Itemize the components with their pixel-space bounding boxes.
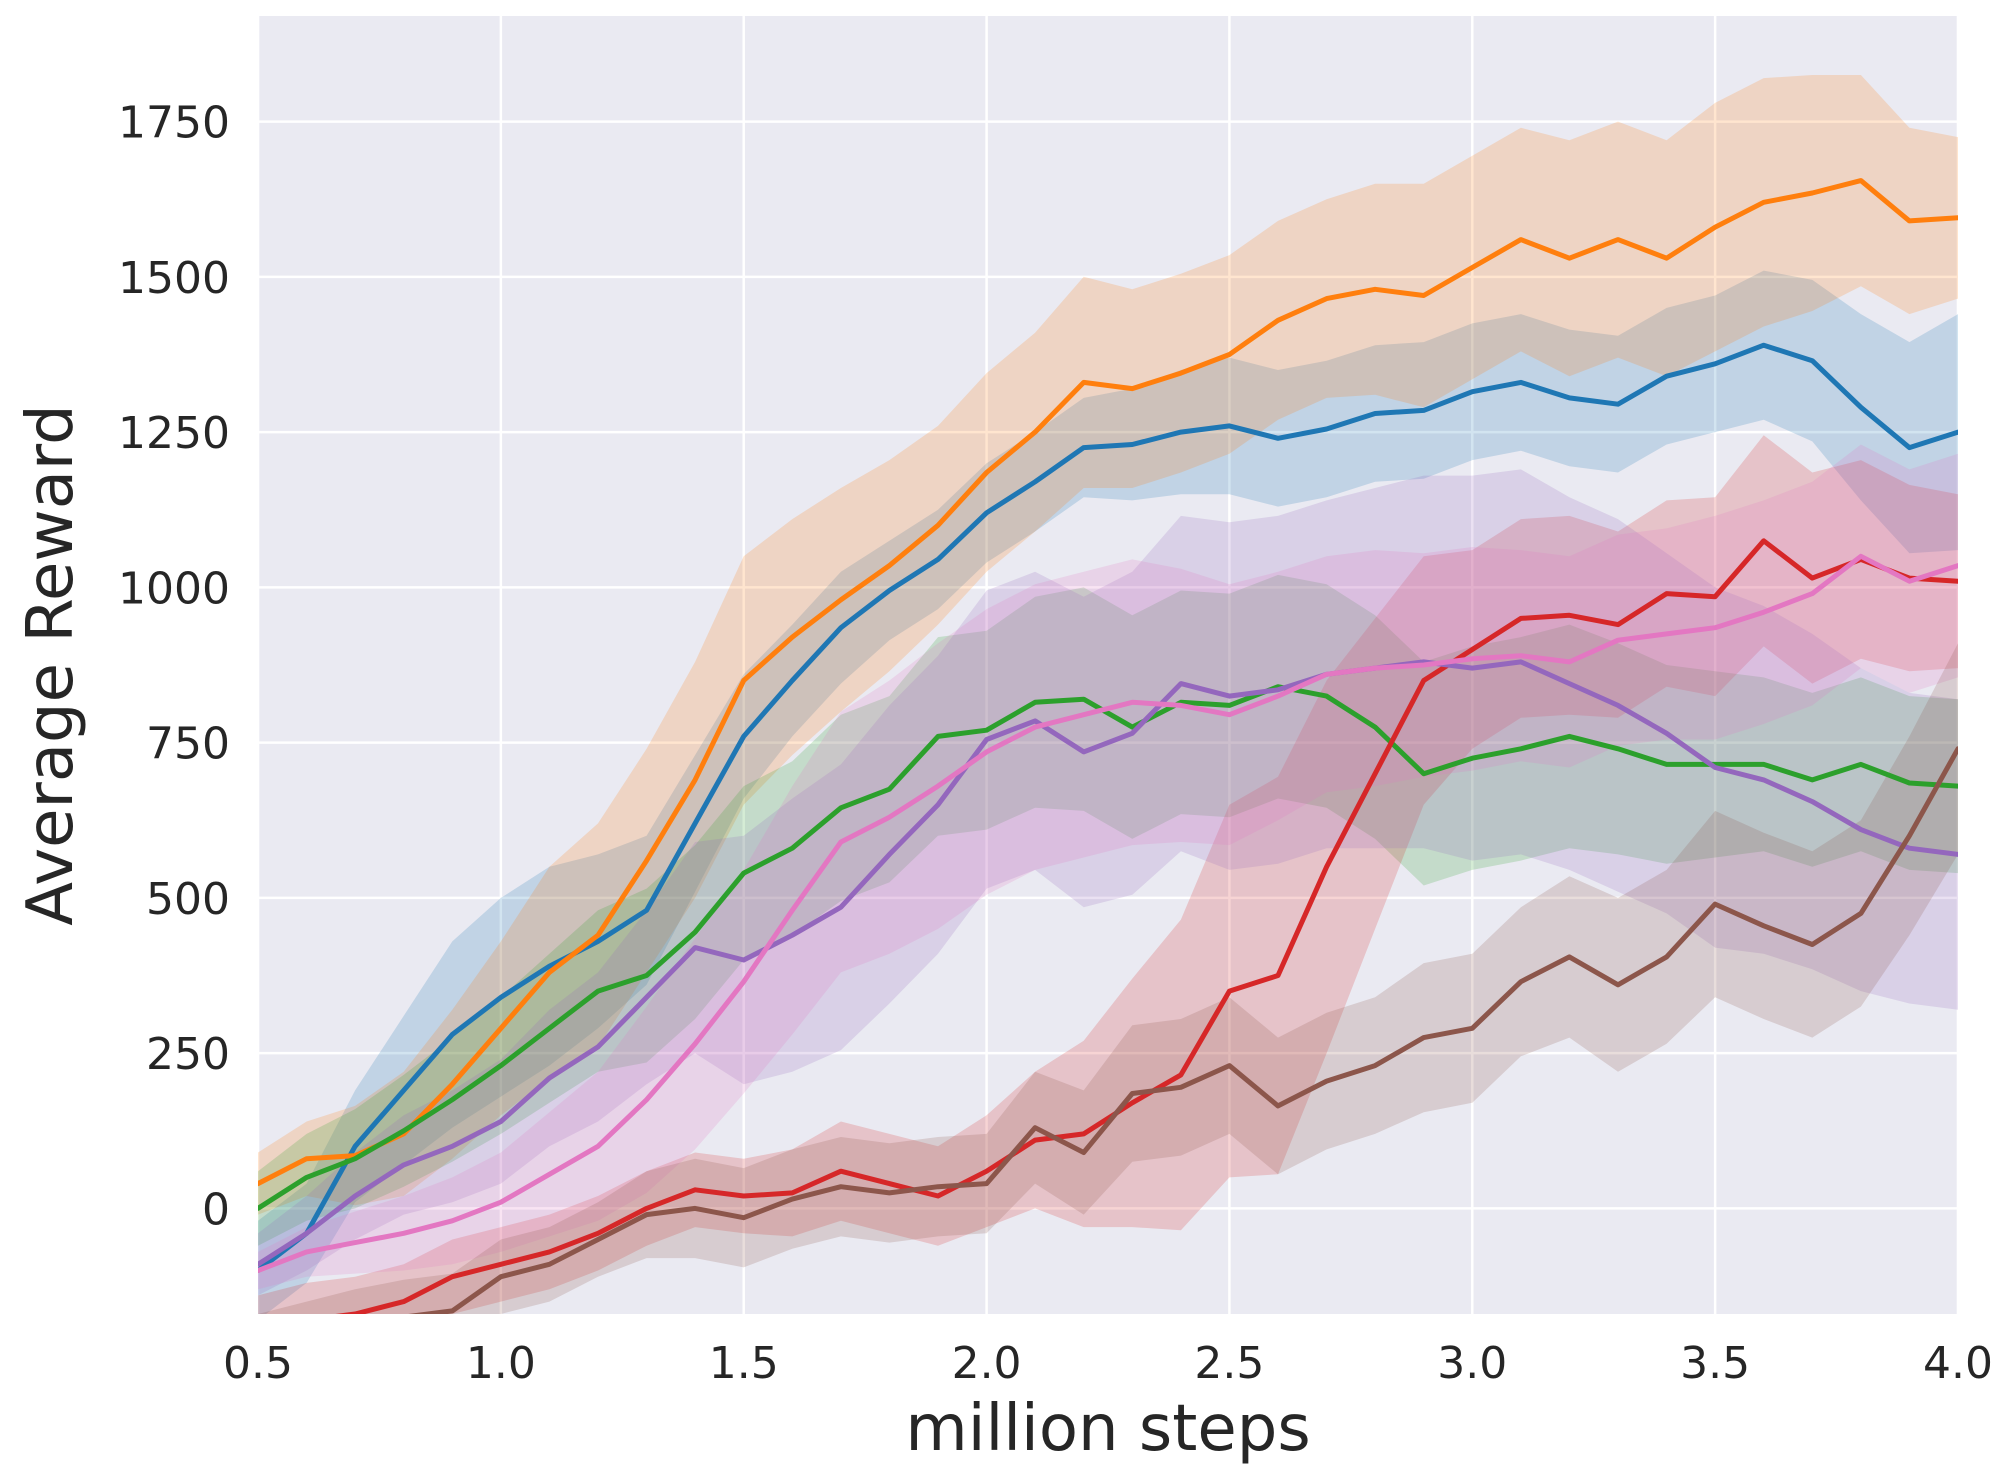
y-tick-label: 1500 (118, 253, 230, 304)
red-series-line (335, 538, 1958, 1314)
purple-series-line (258, 659, 1958, 1267)
green-series-line (258, 684, 1958, 1211)
y-tick-label: 0 (202, 1184, 230, 1235)
y-tick-label: 250 (146, 1029, 230, 1080)
y-axis-ticks: 0 250 500 750 1000 1250 1500 1750 (118, 98, 230, 1236)
series-lines (258, 178, 1958, 1314)
y-tick-label: 1000 (118, 563, 230, 614)
y-tick-label: 1250 (118, 408, 230, 459)
x-tick-label: 3.0 (1437, 1338, 1507, 1389)
grid-lines (256, 16, 1960, 1314)
green-series-band (258, 574, 1958, 1246)
purple-series-band (258, 469, 1958, 1296)
pink-series-line (258, 553, 1958, 1273)
y-tick-label: 500 (146, 874, 230, 925)
x-tick-label: 2.5 (1194, 1338, 1264, 1389)
x-tick-label: 2.0 (952, 1338, 1022, 1389)
y-tick-label: 750 (146, 719, 230, 770)
x-tick-label: 3.5 (1680, 1338, 1750, 1389)
y-axis-label: Average Reward (14, 404, 88, 926)
orange-series-line (258, 178, 1958, 1187)
blue-series-line (258, 342, 1958, 1273)
x-axis-label: million steps (905, 1392, 1310, 1466)
plot-background (258, 16, 1958, 1314)
x-tick-label: 1.0 (466, 1338, 536, 1389)
brown-series-band (258, 643, 1958, 1314)
y-tick-label: 1750 (118, 98, 230, 149)
x-tick-label: 0.5 (223, 1338, 293, 1389)
orange-series-band (258, 75, 1958, 1215)
brown-series-line (408, 746, 1958, 1314)
x-axis-ticks: 0.5 1.0 1.5 2.0 2.5 3.0 3.5 4.0 (223, 1338, 1993, 1389)
x-tick-label: 1.5 (709, 1338, 779, 1389)
x-tick-label: 4.0 (1923, 1338, 1993, 1389)
blue-series-band (258, 270, 1958, 1314)
